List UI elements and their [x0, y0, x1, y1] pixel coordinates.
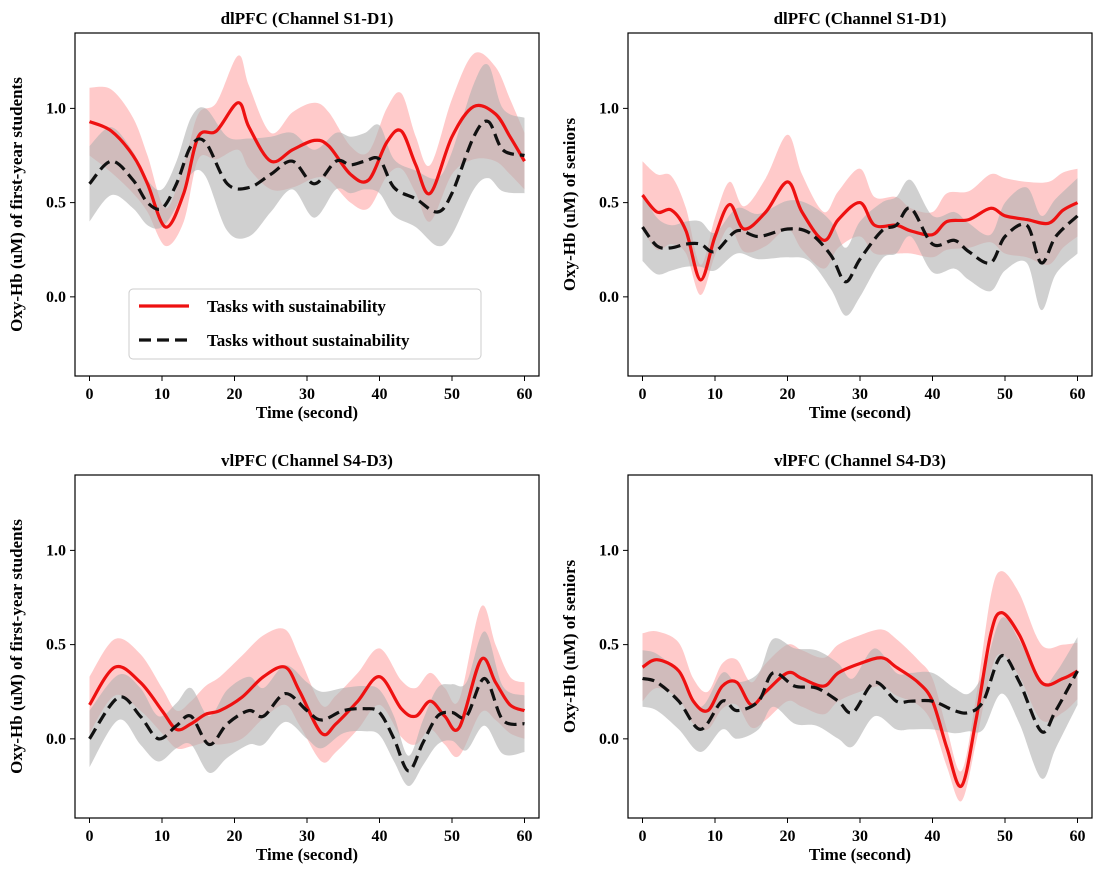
- panel-3: 0 10 20 30 40 50 60 0.0 0.5 1.0 vlPFC (Channel S4-…: [7, 451, 540, 864]
- x-tick-label: 10: [707, 828, 723, 845]
- legend-label-without: Tasks without sustainability: [207, 331, 410, 350]
- x-axis-label: Time (second): [809, 845, 911, 864]
- x-tick-label: 0: [639, 386, 647, 403]
- x-tick-label: 50: [997, 386, 1013, 403]
- y-tick-label: 0.0: [599, 731, 619, 748]
- x-tick-label: 30: [299, 828, 315, 845]
- band-with-sustainability: [642, 134, 1078, 296]
- panel-title: vlPFC (Channel S4-D3): [774, 451, 946, 470]
- x-tick-label: 0: [86, 386, 94, 403]
- x-tick-label: 60: [1070, 386, 1086, 403]
- band-without-sustainability: [642, 178, 1078, 316]
- plot-area: [641, 134, 1079, 316]
- line-without-sustainability: [88, 119, 525, 214]
- x-tick-label: 60: [517, 386, 533, 403]
- x-tick-label: 40: [925, 828, 941, 845]
- x-tick-label: 30: [299, 386, 315, 403]
- x-tick-label: 20: [780, 828, 796, 845]
- y-tick-label: 0.5: [599, 637, 619, 654]
- legend-label-with: Tasks with sustainability: [207, 297, 386, 316]
- x-tick-label: 0: [86, 828, 94, 845]
- x-tick-label: 60: [1070, 828, 1086, 845]
- axes-frame: [74, 474, 540, 819]
- line-with-sustainability: [641, 180, 1079, 282]
- y-tick-label: 0.5: [599, 195, 619, 212]
- line-without-sustainability: [642, 654, 1079, 734]
- line-with-sustainability: [88, 656, 526, 737]
- y-axis-label: Oxy-Hb (uM) of seniors: [560, 117, 579, 291]
- plot-area: [641, 571, 1079, 802]
- panel-title: vlPFC (Channel S4-D3): [221, 451, 393, 470]
- x-tick-label: 30: [852, 386, 868, 403]
- x-tick-label: 60: [517, 828, 533, 845]
- y-tick-label: 0.0: [46, 731, 66, 748]
- y-axis-label: Oxy-Hb (uM) of seniors: [560, 559, 579, 733]
- x-axis-label: Time (second): [256, 845, 358, 864]
- y-tick-label: 1.0: [46, 100, 66, 117]
- x-axis-label: Time (second): [809, 403, 911, 422]
- plot-area: [88, 52, 526, 247]
- legend-box: [128, 288, 482, 360]
- x-tick-label: 50: [444, 386, 460, 403]
- x-tick-label: 20: [227, 386, 243, 403]
- x-tick-label: 0: [639, 828, 647, 845]
- panel-2: 0 10 20 30 40 50 60 0.0 0.5 1.0 dlPFC (Channel S1-…: [560, 9, 1093, 422]
- line-with-sustainability: [641, 611, 1079, 788]
- panel-4: 0 10 20 30 40 50 60 0.0 0.5 1.0 vlPFC (Channel S4-…: [560, 451, 1093, 864]
- x-tick-label: 30: [852, 828, 868, 845]
- y-tick-label: 0.5: [46, 195, 66, 212]
- x-tick-label: 20: [227, 828, 243, 845]
- y-tick-label: 0.5: [46, 637, 66, 654]
- line-with-sustainability: [88, 101, 526, 229]
- x-tick-label: 40: [925, 386, 941, 403]
- y-tick-label: 1.0: [599, 100, 619, 117]
- legend: Tasks with sustainability Tasks without s…: [128, 288, 482, 360]
- y-tick-label: 0.0: [46, 289, 66, 306]
- y-axis-label: Oxy-Hb (uM) of first-year students: [7, 519, 26, 774]
- x-axis-label: Time (second): [256, 403, 358, 422]
- x-tick-label: 50: [444, 828, 460, 845]
- x-tick-label: 10: [707, 386, 723, 403]
- x-tick-label: 20: [780, 386, 796, 403]
- panel-1: 0 10 20 30 40 50 60 0.0 0.5 1.0 dlPFC (Channel S1-…: [7, 9, 540, 422]
- x-tick-label: 40: [372, 828, 388, 845]
- x-tick-label: 40: [372, 386, 388, 403]
- x-tick-label: 10: [154, 386, 170, 403]
- plot-area: [88, 605, 526, 787]
- line-without-sustainability: [88, 676, 525, 773]
- x-tick-label: 50: [997, 828, 1013, 845]
- y-axis-label: Oxy-Hb (uM) of first-year students: [7, 77, 26, 332]
- panel-title: dlPFC (Channel S1-D1): [774, 9, 947, 28]
- panel-title: dlPFC (Channel S1-D1): [221, 9, 394, 28]
- y-tick-label: 1.0: [599, 542, 619, 559]
- band-without-sustainability: [89, 64, 525, 247]
- x-tick-label: 10: [154, 828, 170, 845]
- y-tick-label: 0.0: [599, 289, 619, 306]
- line-without-sustainability: [641, 206, 1079, 284]
- y-tick-label: 1.0: [46, 542, 66, 559]
- band-without-sustainability: [642, 617, 1078, 779]
